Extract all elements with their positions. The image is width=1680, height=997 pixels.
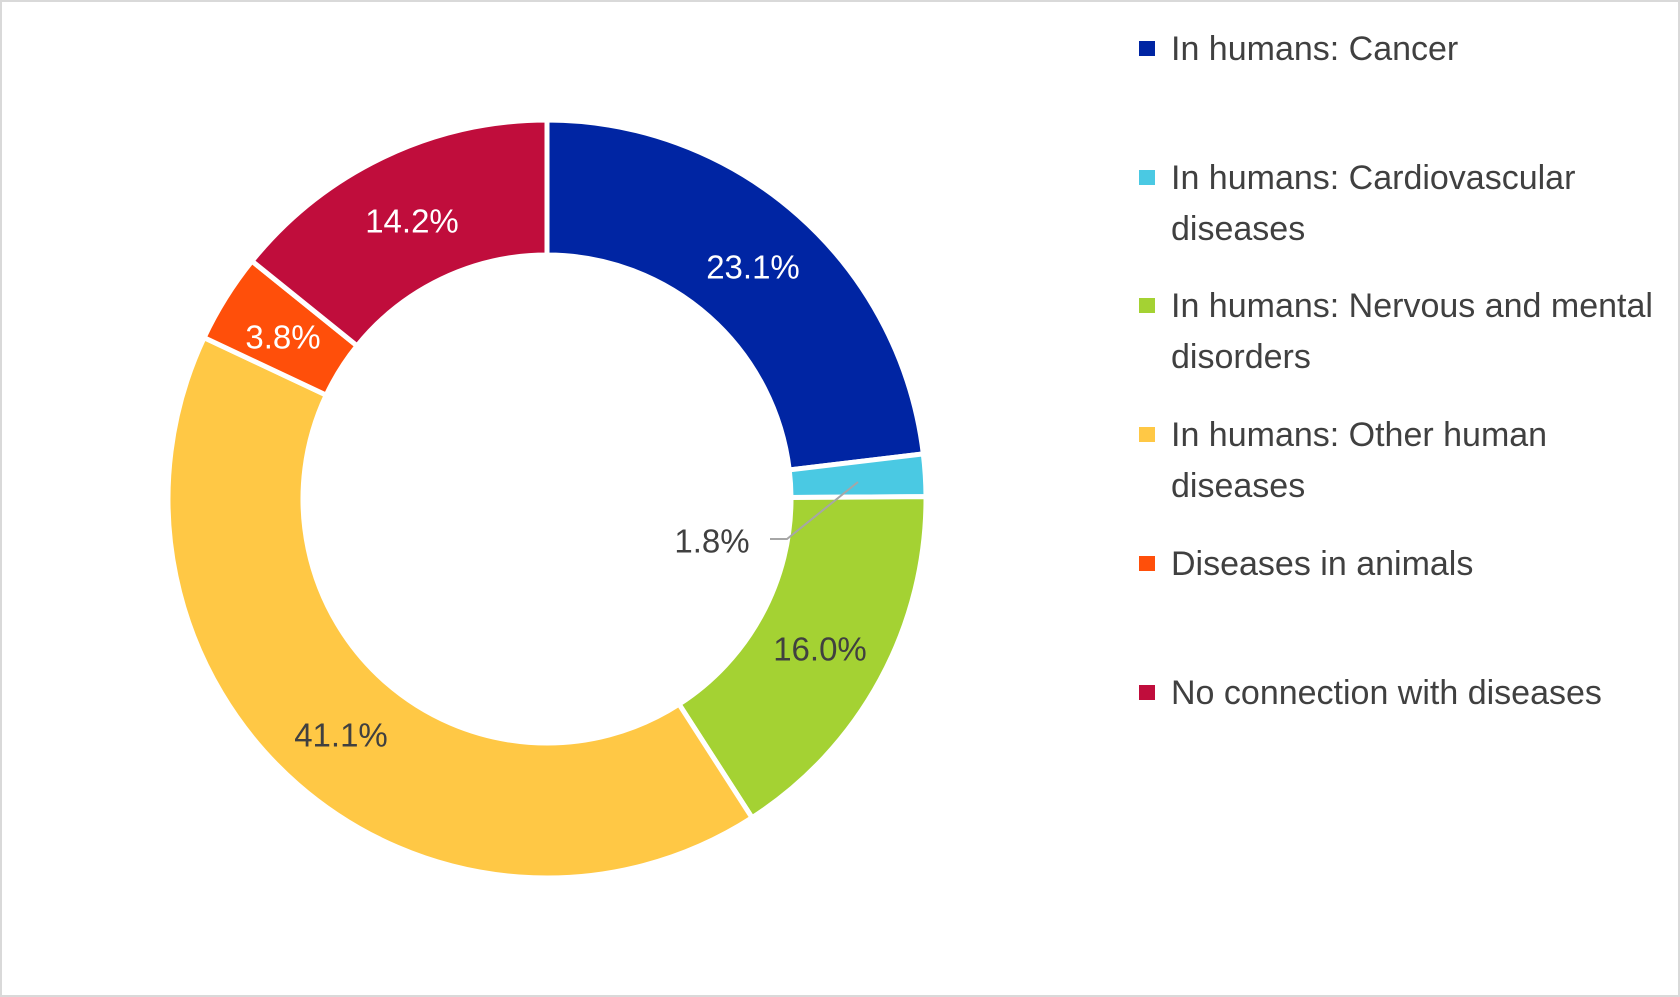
legend-label: In humans: Cardiovascular diseases (1171, 159, 1576, 248)
legend-swatch (1139, 685, 1155, 700)
donut-slice (544, 117, 927, 473)
donut-chart: 23.1% 1.8% 16.0% 41.1% 3.8% 14.2% (165, 117, 929, 881)
legend-swatch (1139, 427, 1155, 442)
legend-item: Diseases in animals (1139, 539, 1671, 590)
donut-slice (675, 494, 929, 822)
legend-swatch (1139, 170, 1155, 185)
legend-label: No connection with diseases (1171, 674, 1602, 712)
data-label: 14.2% (365, 203, 459, 240)
data-label: 1.8% (674, 523, 749, 560)
legend-swatch (1139, 41, 1155, 56)
data-label: 3.8% (245, 319, 320, 356)
data-label: 23.1% (706, 249, 800, 286)
data-label: 16.0% (773, 631, 867, 668)
donut-slice (165, 334, 756, 881)
leader-line (770, 481, 859, 540)
legend-item: No connection with diseases (1139, 668, 1671, 719)
legend-label: In humans: Other human diseases (1171, 416, 1548, 505)
data-label: 41.1% (294, 717, 388, 754)
legend-item: In humans: Nervous and mental disorders (1139, 281, 1671, 383)
legend-item: In humans: Other human diseases (1139, 410, 1671, 512)
legend-swatch (1139, 556, 1155, 571)
legend-item: In humans: Cardiovascular diseases (1139, 153, 1671, 255)
legend-label: In humans: Nervous and mental disorders (1171, 287, 1653, 376)
donut-slice (248, 117, 550, 350)
legend-label: In humans: Cancer (1171, 30, 1459, 68)
legend-swatch (1139, 298, 1155, 313)
legend-label: Diseases in animals (1171, 545, 1474, 583)
legend-item: In humans: Cancer (1139, 24, 1671, 75)
